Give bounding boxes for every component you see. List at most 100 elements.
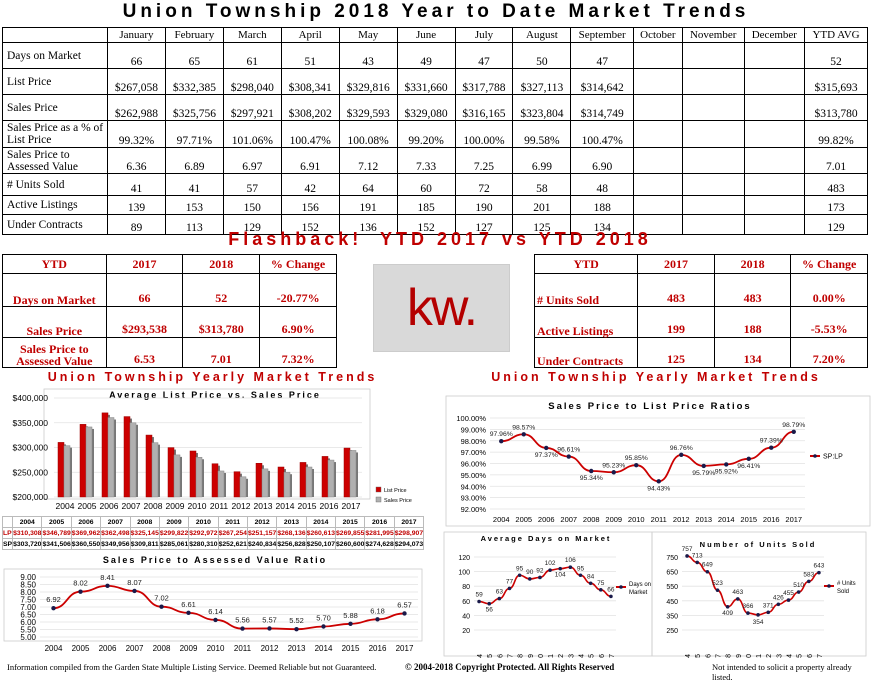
table-cell: 100.08% (338, 120, 398, 148)
bar-list-price (321, 456, 329, 498)
data-point (598, 588, 603, 592)
data-label: 649 (702, 562, 713, 569)
data-point (715, 588, 720, 592)
data-label: 63 (496, 589, 504, 596)
x-tick-label: 2008 (144, 501, 163, 511)
table-cell (633, 68, 683, 95)
data-label: 7.02 (154, 594, 169, 603)
data-point (321, 624, 326, 629)
year-header: 2005 (41, 516, 72, 528)
y-tick-label: 92.00% (461, 505, 487, 514)
flashback-cell: Active Listings (533, 306, 639, 338)
y-tick-label: 8.00 (20, 588, 36, 597)
data-label: 463 (732, 589, 743, 596)
bar-sales-price (63, 445, 71, 498)
bar-list-price (255, 463, 263, 498)
x-tick-label: 2011 (756, 654, 763, 658)
data-point (517, 573, 522, 578)
footer-center: © 2004-2018 Copyright Protected. All Rig… (405, 662, 615, 672)
x-tick-label: 2005 (78, 501, 97, 511)
kw-logo-text: kw. (406, 279, 478, 337)
bar-list-price (145, 434, 153, 498)
page-title: Union Township 2018 Year to Date Market … (122, 1, 750, 22)
table-cell: 113 (164, 214, 224, 235)
flashback-right-table: YTD 2017 2018% Change # Units Sold 483 483 0.0… (533, 254, 868, 368)
flashback-cell: 52 (182, 273, 261, 307)
y-tick-label: 97.00% (461, 448, 487, 457)
y-tick-label: 750 (666, 555, 678, 562)
data-label: 409 (722, 610, 733, 617)
bar-list-price (277, 466, 285, 498)
y-tick-label: 95.00% (461, 471, 487, 480)
year-header: 2011 (217, 516, 248, 528)
table-cell: 52 (804, 42, 868, 69)
data-point (578, 573, 583, 578)
month-header: December (743, 27, 806, 43)
data-label: 371 (763, 602, 774, 609)
table-row: Days on Market 66 65 61 51 43 49 47 50 47 52 (2, 42, 868, 69)
data-point (294, 627, 299, 632)
table-cell (743, 68, 806, 95)
y-tick-label: 98.00% (461, 437, 487, 446)
bar-sales-price (239, 476, 247, 498)
legend-swatch (375, 486, 382, 493)
table-cell: 6.36 (107, 147, 166, 174)
year-header: 2013 (276, 516, 307, 528)
row-label: Sales Price (2, 94, 108, 121)
data-point (701, 463, 706, 469)
flashback-row: Sales Price to Assessed Value 6.53 7.01 7.3… (2, 337, 337, 368)
data-label: 95.85% (625, 455, 648, 462)
data-label: 102 (545, 560, 556, 567)
x-tick-label: 2007 (126, 644, 144, 653)
y-tick-label: 93.00% (461, 494, 487, 503)
y-tick-label: 450 (666, 599, 678, 606)
legend-marker (813, 454, 817, 458)
x-tick-label: 2006 (538, 515, 555, 524)
data-label: 95.79% (692, 470, 715, 477)
x-tick-label: 2009 (180, 644, 198, 653)
table-cell: 47 (454, 42, 514, 69)
table-cell (743, 120, 806, 148)
year-header: 2015 (335, 516, 366, 528)
y-tick-label: 96.00% (461, 460, 487, 469)
data-label: 455 (783, 590, 794, 597)
data-label: 84 (587, 573, 595, 580)
y-tick-label: 40 (462, 613, 470, 620)
table-cell: 185 (396, 195, 456, 215)
data-label: 96.76% (670, 445, 693, 452)
flashback-cell: 66 (105, 273, 184, 307)
table-row: Sales Price as a % of List Price 99.32% 97… (2, 120, 868, 148)
data-cell: $362,498 (100, 527, 131, 539)
plot-frame (3, 568, 423, 642)
bar-list-price (57, 442, 65, 498)
table-cell: 6.91 (280, 147, 340, 174)
bar-list-price (343, 447, 351, 498)
data-label: 6.14 (208, 607, 223, 616)
row-label: # Units Sold (2, 173, 108, 196)
bar-sales-price (217, 470, 225, 498)
flashback-cell: 134 (713, 337, 792, 368)
y-tick-label: 8.50 (20, 581, 36, 590)
data-point (791, 429, 796, 434)
table-cell: $315,693 (804, 68, 868, 95)
row-label: List Price (2, 68, 108, 95)
table-cell: 153 (164, 195, 224, 215)
data-label: 713 (692, 552, 703, 559)
x-tick-label: 2012 (261, 644, 279, 653)
x-tick-label: 2004 (477, 654, 484, 658)
table-row: Under Contracts 89 113 129 152 136 152 127 125 13… (2, 214, 868, 235)
data-cell: $268,136 (276, 527, 307, 539)
year-header: 2016 (364, 516, 395, 528)
data-label: 523 (712, 580, 723, 587)
data-label: 97.39% (760, 438, 783, 445)
table-cell: $317,788 (454, 68, 514, 95)
flashback-cell: Sales Price (2, 306, 107, 338)
data-cell: $299,822 (158, 527, 190, 539)
units-sold-chart: Number of Units Sold 250 350 450 550 650 750 75… (651, 531, 867, 658)
flashback-cell: -20.77% (259, 273, 337, 307)
data-label: 94.43% (647, 485, 670, 492)
table-cell (743, 147, 806, 174)
y-tick-label: 7.50 (20, 596, 36, 605)
table-cell (743, 173, 806, 196)
data-label: 366 (742, 603, 753, 610)
